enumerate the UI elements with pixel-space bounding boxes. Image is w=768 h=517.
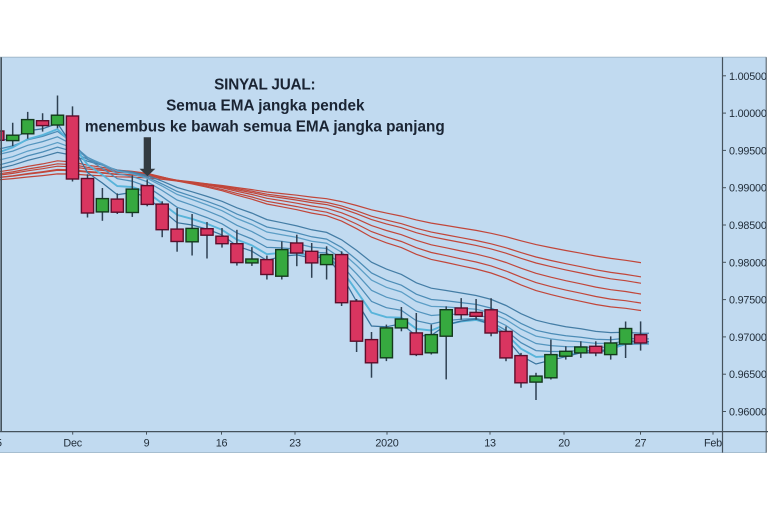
svg-text:16: 16: [216, 438, 228, 450]
svg-text:0.97000: 0.97000: [729, 332, 767, 344]
svg-text:0.96500: 0.96500: [729, 369, 767, 381]
svg-text:SINYAL JUAL:: SINYAL JUAL:: [214, 77, 315, 94]
svg-text:23: 23: [289, 438, 301, 450]
svg-text:0.98000: 0.98000: [729, 257, 767, 269]
svg-text:25: 25: [0, 438, 2, 450]
svg-text:1.00500: 1.00500: [729, 71, 767, 83]
svg-text:Feb: Feb: [704, 438, 722, 450]
svg-text:1.00000: 1.00000: [729, 108, 767, 120]
svg-text:Semua EMA jangka pendek: Semua EMA jangka pendek: [166, 98, 365, 115]
svg-text:27: 27: [635, 438, 647, 450]
svg-text:9: 9: [144, 438, 150, 450]
svg-text:0.99500: 0.99500: [729, 145, 767, 157]
svg-text:0.97500: 0.97500: [729, 295, 767, 307]
svg-text:20: 20: [558, 438, 570, 450]
svg-text:13: 13: [484, 438, 496, 450]
svg-text:0.98500: 0.98500: [729, 220, 767, 232]
svg-text:0.99000: 0.99000: [729, 183, 767, 195]
svg-text:2020: 2020: [375, 438, 398, 450]
svg-text:menembus ke bawah semua EMA ja: menembus ke bawah semua EMA jangka panja…: [85, 119, 445, 136]
svg-text:0.96000: 0.96000: [729, 407, 767, 419]
svg-text:Dec: Dec: [63, 438, 82, 450]
